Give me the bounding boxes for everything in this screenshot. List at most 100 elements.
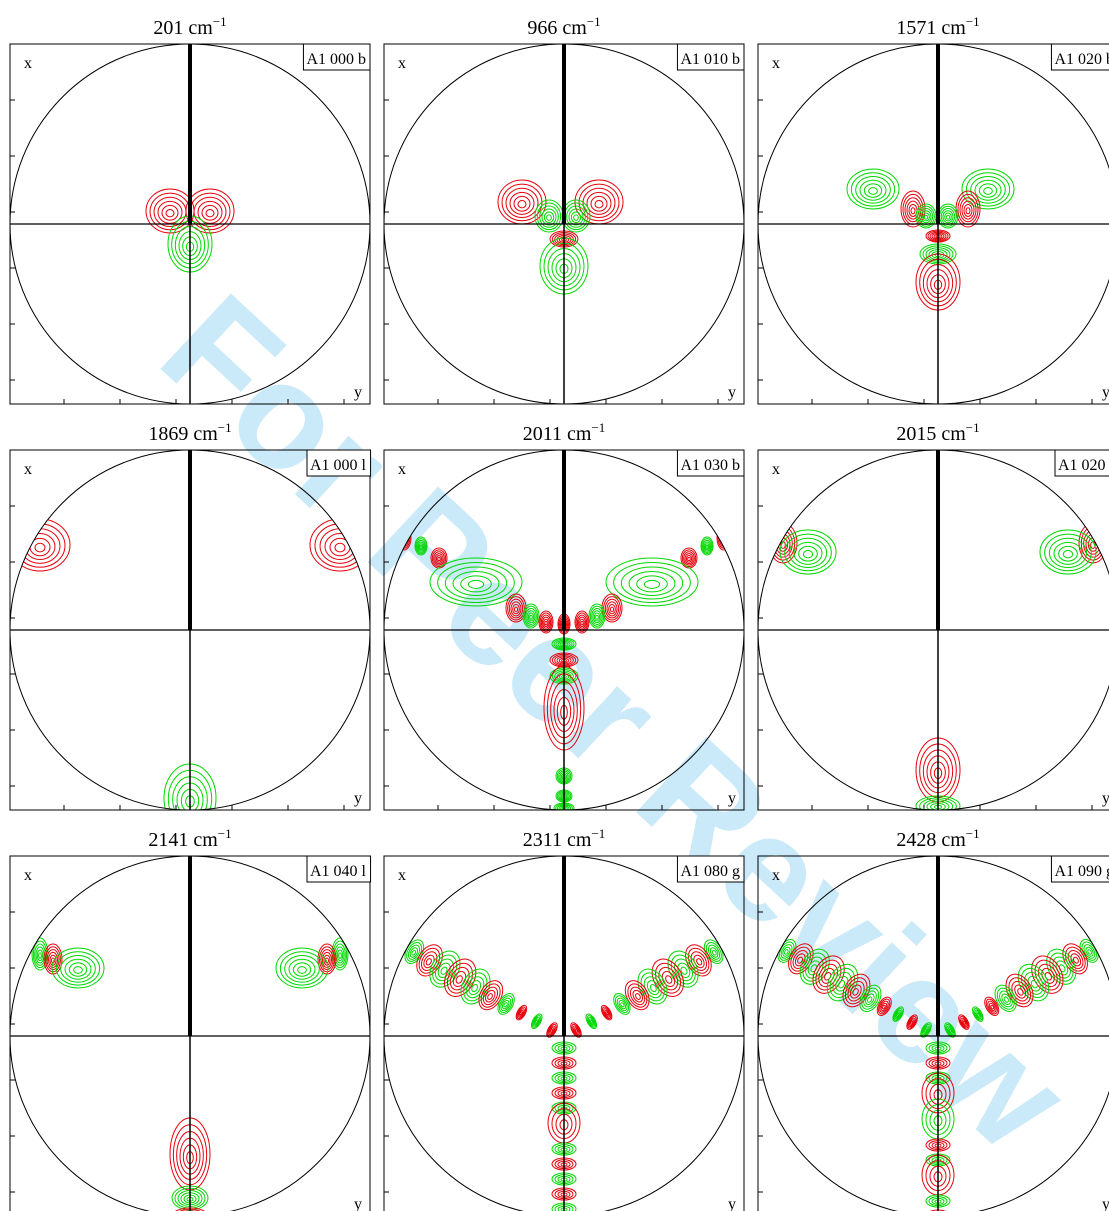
title-text: 2311 cm	[523, 829, 592, 851]
panel: A1 040 l x y 2141 cm−1	[9, 826, 372, 1211]
state-label: A1 000 b	[306, 51, 366, 68]
title-exponent: −1	[966, 420, 980, 435]
panel-title: 2011 cm−1	[523, 420, 606, 445]
label-box	[1054, 449, 1109, 477]
contour-lobe	[275, 947, 329, 989]
label-box	[306, 855, 372, 883]
axis-label-x: x	[398, 55, 406, 72]
contour-lobe	[680, 547, 698, 569]
title-exponent: −1	[218, 826, 232, 841]
contour-lobe	[984, 996, 1000, 1016]
axis-label-y: y	[354, 1196, 362, 1211]
contour-lobe	[588, 603, 606, 629]
panel-title: 2311 cm−1	[523, 826, 606, 851]
panel: A1 000 l x y 1869 cm−1	[9, 420, 372, 811]
panel-title: 2428 cm−1	[896, 826, 979, 851]
contour-lobe	[892, 1006, 904, 1022]
axis-label-x: x	[772, 461, 780, 478]
state-label: A1 080 g	[680, 863, 740, 880]
title-text: 2011 cm	[523, 423, 592, 445]
panel-title: 1571 cm−1	[896, 14, 979, 39]
label-box	[1050, 43, 1109, 71]
contour-lobe	[429, 950, 461, 988]
contour-lobe	[906, 1014, 918, 1030]
axis-label-x: x	[772, 55, 780, 72]
axis-label-y: y	[728, 790, 736, 807]
contour-lobe	[534, 199, 564, 233]
contour-lobe	[613, 992, 631, 1015]
contour-lobe	[538, 610, 554, 634]
axis-label-x: x	[398, 461, 406, 478]
contours	[767, 935, 1109, 1211]
contour-lobe	[444, 958, 477, 997]
label-box	[676, 43, 745, 71]
state-label: A1 020 b	[1054, 51, 1109, 68]
panel: A1 000 b x y 201 cm−1	[9, 14, 371, 405]
title-exponent: −1	[213, 14, 227, 29]
state-label: A1 030 b	[680, 457, 740, 474]
axis-label-y: y	[1102, 1196, 1109, 1211]
contour-lobe	[505, 593, 527, 623]
panel: A1 090 g x y 2428 cm−1	[757, 826, 1109, 1211]
contour-lobe	[601, 593, 623, 623]
contour-lobe	[460, 968, 491, 1005]
axis-label-y: y	[728, 1196, 736, 1211]
contour-lobe	[685, 944, 712, 977]
axis-label-x: x	[24, 55, 32, 72]
label-box	[302, 43, 371, 71]
label-box	[306, 449, 372, 477]
title-text: 2015 cm	[896, 423, 966, 445]
contour-lobe	[546, 1022, 558, 1038]
axis-label-y: y	[1102, 384, 1109, 401]
panel-title: 1869 cm−1	[148, 420, 231, 445]
panel: A1 080 g x y 2311 cm−1	[383, 826, 745, 1211]
contour-lobe	[317, 943, 337, 975]
axis-label-x: x	[24, 867, 32, 884]
panel: A1 010 b x y 966 cm−1	[383, 14, 745, 405]
title-exponent: −1	[587, 14, 601, 29]
contour-lobe	[1039, 529, 1097, 575]
label-box	[676, 855, 745, 883]
panel-title: 966 cm−1	[527, 14, 600, 39]
contour-lobe	[700, 536, 714, 556]
panel: A1 020 l x y 2015 cm−1	[757, 420, 1109, 811]
state-label: A1 020 l	[1058, 457, 1109, 474]
contour-lobe	[788, 943, 814, 975]
contour-lobe	[876, 996, 892, 1016]
contour-lobe	[779, 529, 837, 575]
title-text: 966 cm	[527, 17, 587, 39]
label-box	[1050, 855, 1109, 883]
contour-lobe	[812, 955, 845, 994]
title-text: 2141 cm	[148, 829, 218, 851]
contour-lobe	[605, 557, 699, 607]
contour-lobe	[497, 992, 515, 1015]
contour-lobe	[920, 1022, 932, 1038]
axis-label-y: y	[728, 384, 736, 401]
axis-label-y: y	[354, 790, 362, 807]
contour-lobe	[651, 958, 684, 997]
title-exponent: −1	[591, 420, 605, 435]
contour-lobe	[585, 1013, 598, 1030]
contour-lobe	[600, 1004, 613, 1021]
state-label: A1 010 b	[680, 51, 740, 68]
state-label: A1 090 g	[1054, 863, 1109, 880]
contour-lobe	[961, 168, 1015, 210]
title-exponent: −1	[966, 826, 980, 841]
contour-lobe	[1079, 939, 1099, 963]
contour-lobe	[1005, 973, 1034, 1008]
panel: A1 020 b x y 1571 cm−1	[757, 14, 1109, 405]
title-text: 1571 cm	[896, 17, 966, 39]
title-exponent: −1	[591, 826, 605, 841]
axis-label-y: y	[1102, 790, 1109, 807]
contour-lobe	[667, 950, 699, 988]
contour-lobe	[51, 947, 105, 989]
panel-title: 2015 cm−1	[896, 420, 979, 445]
title-text: 201 cm	[153, 17, 213, 39]
axis-label-y: y	[354, 384, 362, 401]
state-label: A1 000 l	[310, 457, 367, 474]
title-text: 2428 cm	[896, 829, 966, 851]
contour-lobe	[414, 536, 428, 556]
contour-lobe	[637, 968, 668, 1005]
axis-label-x: x	[772, 867, 780, 884]
